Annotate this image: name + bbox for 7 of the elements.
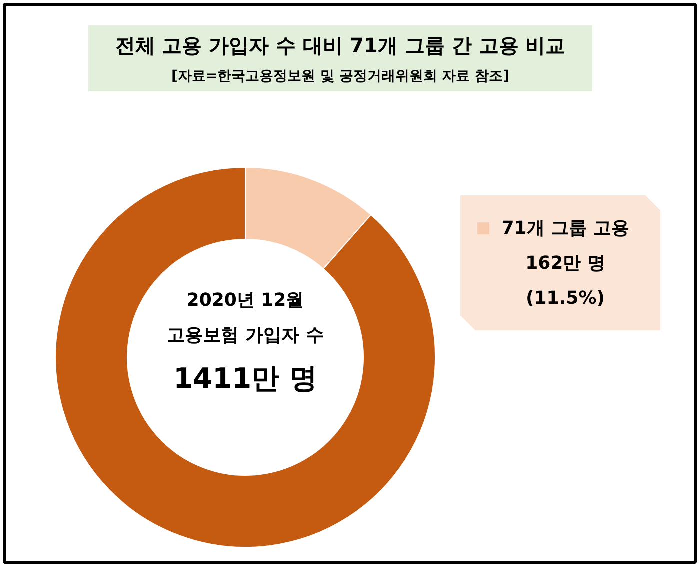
text: 고용보험 가입자 수	[167, 325, 324, 346]
chart-subtitle: [자료=한국고용정보원 및 공정거래위원회 자료 참조]	[171, 68, 510, 84]
text: 2020년 12월	[186, 290, 304, 311]
data-label: 162만 명 (11.5%)	[526, 253, 606, 309]
chart-title: 전체 고용 가입자 수 대비 71개 그룹 간 고용 비교	[115, 34, 566, 58]
text: 1411만 명	[174, 362, 318, 395]
legend-label: 71개 그룹 고용	[502, 218, 630, 239]
